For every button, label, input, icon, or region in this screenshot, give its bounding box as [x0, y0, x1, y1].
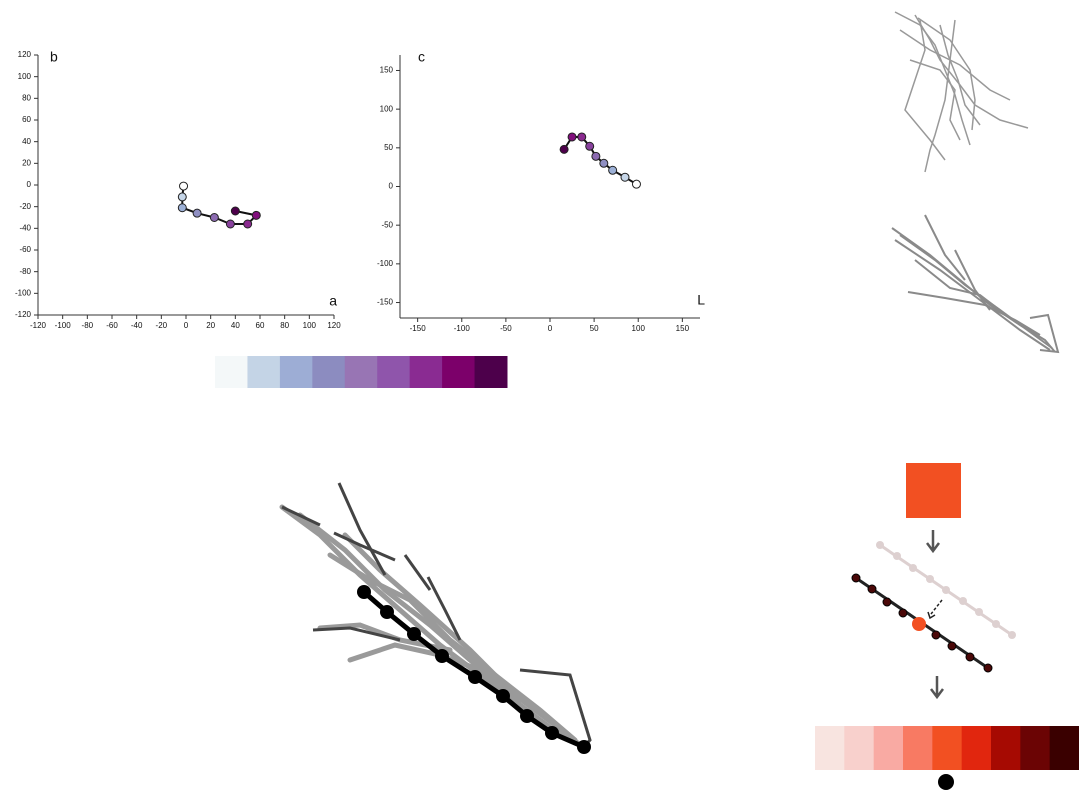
x-tick-label: -60: [106, 321, 118, 330]
y-tick-label: 0: [389, 182, 394, 191]
x-tick-label: -150: [410, 324, 427, 333]
trajectory-point: [621, 173, 629, 181]
x-tick-label: 150: [676, 324, 690, 333]
x-tick-label: 0: [184, 321, 189, 330]
panel-annotation: a: [329, 293, 337, 309]
trajectory-point: [586, 142, 594, 150]
color-swatch: [442, 356, 475, 388]
x-tick-label: 40: [231, 321, 240, 330]
trajectory-point: [180, 182, 188, 190]
y-tick-label: -80: [19, 267, 31, 276]
figure: -120-100-80-60-40-20020406080100120-120-…: [0, 0, 1079, 794]
color-swatch: [962, 726, 992, 770]
y-tick-label: 80: [22, 93, 31, 102]
color-swatch: [991, 726, 1021, 770]
y-tick-label: -50: [381, 220, 393, 229]
trajectory-point: [244, 220, 252, 228]
trace-image-middle: [892, 215, 1058, 352]
x-tick-label: 100: [632, 324, 646, 333]
trajectory-point: [609, 166, 617, 174]
trajectory-line: [182, 186, 256, 224]
x-tick-label: -100: [55, 321, 72, 330]
color-swatch: [312, 356, 345, 388]
y-tick-label: 20: [22, 158, 31, 167]
trajectory-point: [600, 159, 608, 167]
trajectory-point: [178, 204, 186, 212]
y-tick-label: 120: [18, 50, 32, 59]
trajectory-point: [193, 209, 201, 217]
y-tick-label: 0: [27, 180, 32, 189]
x-tick-label: -50: [500, 324, 512, 333]
color-swatch: [815, 726, 845, 770]
y-tick-label: 100: [18, 72, 32, 81]
y-tick-label: 100: [380, 104, 394, 113]
x-tick-label: -100: [454, 324, 471, 333]
x-tick-label: -120: [30, 321, 47, 330]
color-swatch: [247, 356, 280, 388]
color-swatch: [377, 356, 410, 388]
y-tick-label: -40: [19, 223, 31, 232]
page: {"chart_data": [ {"type": "line", "title…: [0, 0, 1079, 794]
color-swatch: [844, 726, 874, 770]
trajectory-point: [560, 145, 568, 153]
x-tick-label: 20: [206, 321, 215, 330]
y-tick-label: -100: [377, 259, 394, 268]
trajectory-point: [210, 214, 218, 222]
panel-label: b: [50, 49, 58, 65]
trace-image-bottom: [282, 483, 591, 754]
y-tick-label: 60: [22, 115, 31, 124]
color-swatch: [410, 356, 443, 388]
panel-annotation: L: [697, 292, 705, 308]
x-tick-label: 100: [303, 321, 317, 330]
y-tick-label: 50: [384, 143, 393, 152]
color-swatch: [280, 356, 313, 388]
y-tick-label: -150: [377, 298, 394, 307]
x-tick-label: 120: [327, 321, 341, 330]
x-tick-label: 0: [548, 324, 553, 333]
x-tick-label: -20: [156, 321, 168, 330]
y-tick-label: -20: [19, 202, 31, 211]
x-tick-label: 50: [590, 324, 599, 333]
color-swatch: [215, 356, 248, 388]
color-swatch: [1050, 726, 1079, 770]
trajectory-point: [592, 152, 600, 160]
trajectory-point: [568, 133, 576, 141]
x-tick-label: 80: [280, 321, 289, 330]
x-tick-label: 60: [256, 321, 265, 330]
trajectory-point: [252, 211, 260, 219]
color-swatch: [475, 356, 508, 388]
trajectory-point: [226, 220, 234, 228]
trajectory-point: [231, 207, 239, 215]
y-tick-label: 150: [380, 66, 394, 75]
trajectory-point: [178, 193, 186, 201]
y-tick-label: -60: [19, 245, 31, 254]
y-tick-label: -120: [15, 310, 32, 319]
color-swatch: [903, 726, 933, 770]
y-tick-label: 40: [22, 137, 31, 146]
color-swatch: [932, 726, 962, 770]
color-swatch: [345, 356, 378, 388]
color-swatch: [1020, 726, 1050, 770]
x-tick-label: -80: [82, 321, 94, 330]
y-tick-label: -100: [15, 288, 32, 297]
color-swatch: [874, 726, 904, 770]
panel-label: c: [418, 49, 425, 65]
x-tick-label: -40: [131, 321, 143, 330]
trajectory-point: [632, 180, 640, 188]
trace-image-top: [895, 12, 1028, 172]
trajectory-point: [578, 133, 586, 141]
